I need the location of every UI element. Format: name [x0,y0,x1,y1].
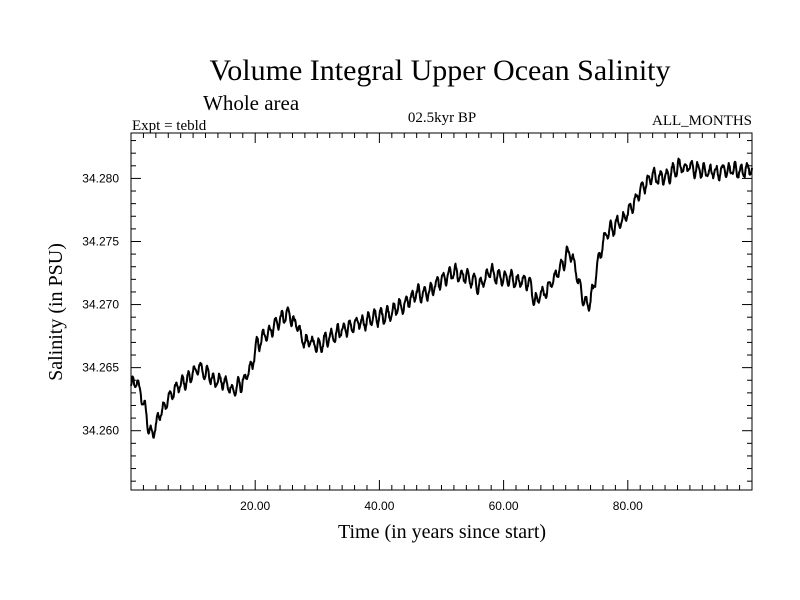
x-tick-label: 60.00 [489,499,519,513]
y-tick-label: 34.280 [82,171,119,185]
y-tick-label: 34.260 [82,424,119,438]
salinity-series-line [130,157,753,439]
expt-label: Expt = tebld [132,118,207,134]
y-tick-label: 34.265 [82,361,119,375]
period-label: 02.5kyr BP [408,110,476,126]
months-label: ALL_MONTHS [652,113,752,129]
plot-frame [130,132,753,491]
y-tick-label: 34.270 [82,298,119,312]
y-tick-labels: 34.260 34.265 34.270 34.275 34.280 [82,171,119,437]
chart-subtitle: Whole area [203,91,300,115]
x-axis-label: Time (in years since start) [338,521,546,543]
chart-title: Volume Integral Upper Ocean Salinity [210,54,671,87]
x-tick-label: 80.00 [613,499,643,513]
axis-ticks [131,133,752,490]
x-tick-label: 40.00 [364,499,394,513]
x-tick-label: 20.00 [240,499,270,513]
x-tick-labels: 20.00 40.00 60.00 80.00 [240,499,643,513]
y-axis-label: Salinity (in PSU) [45,243,67,381]
y-tick-label: 34.275 [82,234,119,248]
